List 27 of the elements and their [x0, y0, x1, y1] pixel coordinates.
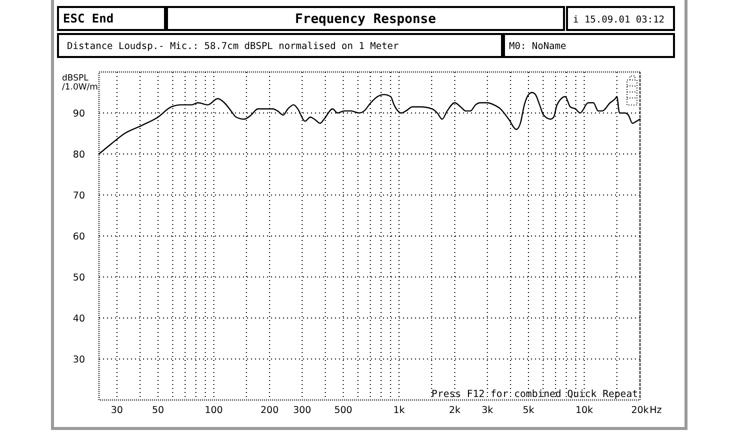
annotation: Press F12 for combined Quick Repeat	[432, 389, 638, 400]
chart-title: Frequency Response	[295, 12, 436, 27]
y-tick-label: 30	[72, 354, 85, 366]
x-axis-title: Hz	[650, 405, 662, 416]
chart-subtitle: Distance Loudsp.- Mic.: 58.7cm dBSPL normalised on 1 Meter	[67, 41, 400, 52]
x-tick-label: 2k	[449, 405, 462, 416]
x-tick-label: 30	[110, 405, 123, 416]
text: i 15.09.01 03:12	[573, 14, 665, 26]
x-tick-label: 5k	[522, 405, 535, 416]
x-tick-label: 1k	[393, 405, 406, 416]
x-tick-label: 300	[293, 405, 312, 416]
text: M0: NoName	[509, 41, 566, 52]
y-tick-label: 90	[72, 108, 85, 120]
x-tick-label: 100	[204, 405, 223, 416]
x-tick-label: 200	[260, 405, 279, 416]
x-tick-label: 20k	[631, 405, 650, 416]
x-tick-label: 10k	[575, 405, 594, 416]
y-tick-label: 40	[72, 314, 85, 324]
x-tick-label: 50	[152, 405, 164, 416]
y-tick-label: 50	[72, 272, 85, 284]
x-tick-label: 500	[334, 405, 352, 416]
text: ESC End	[63, 12, 114, 26]
y-tick-label: 60	[72, 232, 85, 242]
y-tick-label: 70	[72, 190, 85, 202]
x-tick-label: 3k	[482, 405, 494, 416]
y-tick-label: 80	[72, 150, 85, 160]
y-axis-title: dBSPL /1.0W/m	[62, 74, 98, 92]
